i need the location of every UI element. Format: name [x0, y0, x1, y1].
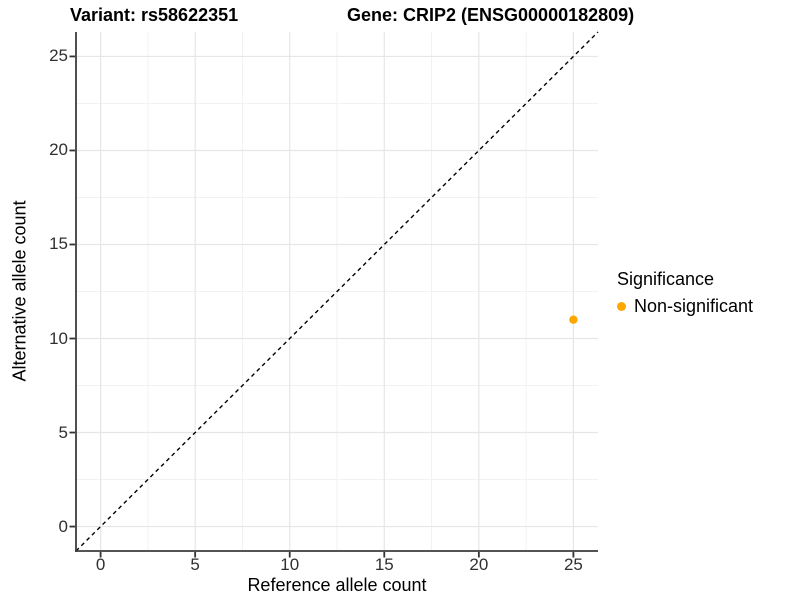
- y-tick-label: 10: [49, 328, 68, 348]
- x-axis-title: Reference allele count: [247, 575, 427, 595]
- legend-marker-icon: [617, 302, 626, 311]
- gene-title: Gene: CRIP2 (ENSG00000182809): [347, 5, 635, 25]
- y-tick-label: 0: [58, 516, 68, 536]
- identity-line: [75, 31, 599, 552]
- data-point: [569, 315, 578, 324]
- y-tick-label: 5: [58, 422, 68, 442]
- y-tick-label: 15: [49, 234, 68, 254]
- x-tick-label: 15: [374, 555, 394, 574]
- y-tick-label: 25: [49, 46, 68, 66]
- legend: Significance Non-significant: [617, 269, 753, 317]
- x-tick-label: 20: [469, 555, 489, 574]
- x-tick-label: 25: [563, 555, 583, 574]
- legend-item-label: Non-significant: [634, 296, 754, 316]
- x-tick-label: 10: [280, 555, 300, 574]
- x-tick-label: 5: [190, 555, 200, 574]
- legend-item-non-significant: Non-significant: [617, 296, 753, 317]
- legend-title: Significance: [617, 269, 715, 289]
- variant-title: Variant: rs58622351: [70, 5, 239, 25]
- x-tick-label: 0: [95, 555, 106, 574]
- y-axis-title: Alternative allele count: [9, 200, 30, 382]
- y-tick-label: 20: [49, 140, 68, 160]
